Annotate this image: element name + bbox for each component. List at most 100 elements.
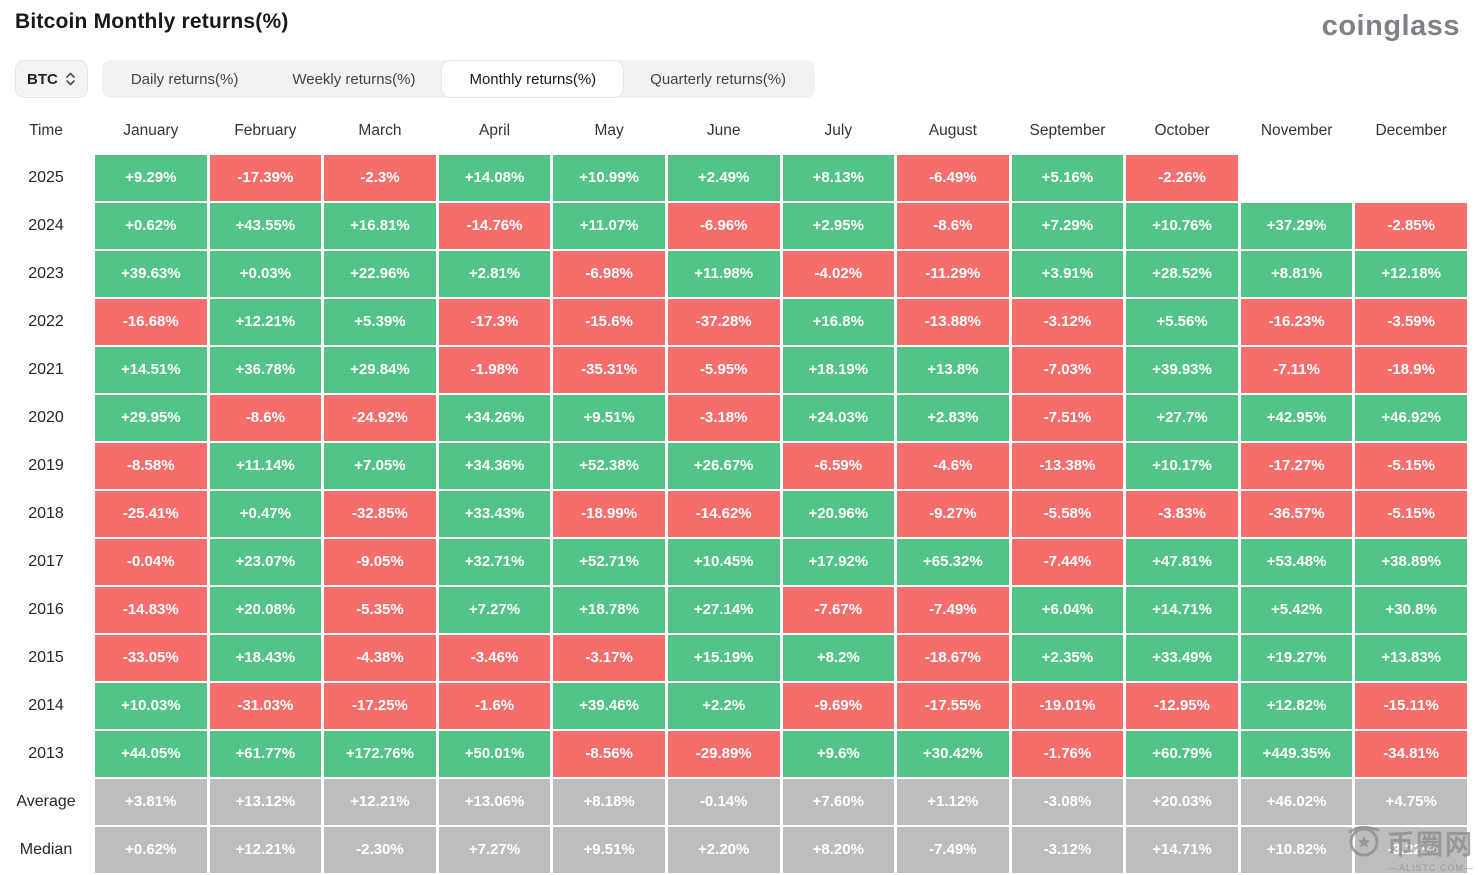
return-cell: -18.9% bbox=[1355, 347, 1467, 393]
row-label: 2015 bbox=[28, 649, 64, 666]
return-cell: +44.05% bbox=[95, 731, 207, 777]
return-cell: -1.76% bbox=[1011, 731, 1124, 777]
return-cell: -8.6% bbox=[897, 203, 1009, 249]
return-cell: +52.71% bbox=[553, 539, 665, 585]
return-cell: +3.91% bbox=[1011, 251, 1124, 297]
tab-daily-returns[interactable]: Daily returns(%) bbox=[130, 70, 239, 88]
row-label: 2016 bbox=[28, 601, 64, 618]
return-cell: +34.36% bbox=[438, 443, 551, 489]
return-cell: +52.38% bbox=[553, 443, 665, 489]
symbol-selector-value: BTC bbox=[27, 70, 58, 88]
return-cell: -1.6% bbox=[438, 683, 551, 729]
return-cell: +11.98% bbox=[667, 251, 780, 297]
return-cell: +13.06% bbox=[438, 779, 551, 825]
return-cell: +10.76% bbox=[1126, 203, 1238, 249]
return-cell: +0.62% bbox=[95, 203, 207, 249]
return-cell: +39.93% bbox=[1126, 347, 1238, 393]
return-cell: -24.92% bbox=[324, 395, 436, 441]
return-cell: +10.17% bbox=[1126, 443, 1238, 489]
return-cell: +14.71% bbox=[1126, 587, 1238, 633]
return-cell: +7.27% bbox=[438, 587, 551, 633]
return-cell: -6.49% bbox=[897, 155, 1009, 201]
return-cell bbox=[1355, 155, 1467, 201]
return-cell: +29.84% bbox=[324, 347, 436, 393]
return-cell: +13.83% bbox=[1355, 635, 1467, 681]
return-cell: -2.85% bbox=[1355, 203, 1467, 249]
coinglass-logo: coinglass bbox=[1321, 10, 1460, 42]
return-cell: +27.14% bbox=[667, 587, 780, 633]
month-column-header: December bbox=[1375, 122, 1447, 139]
return-cell: +17.92% bbox=[782, 539, 895, 585]
return-cell: +2.81% bbox=[438, 251, 551, 297]
tab-quarterly-returns[interactable]: Quarterly returns(%) bbox=[650, 70, 787, 88]
return-cell: +8.2% bbox=[782, 635, 895, 681]
return-cell: +28.52% bbox=[1126, 251, 1238, 297]
return-cell: -18.99% bbox=[553, 491, 665, 537]
return-cell: -8.6% bbox=[209, 395, 322, 441]
return-cell: -14.76% bbox=[438, 203, 551, 249]
return-cell: -6.59% bbox=[782, 443, 895, 489]
row-label: 2021 bbox=[28, 361, 64, 378]
return-cell: -17.25% bbox=[324, 683, 436, 729]
return-cell: -3.59% bbox=[1355, 299, 1467, 345]
return-cell: +8.81% bbox=[1240, 251, 1353, 297]
row-label: 2020 bbox=[28, 409, 64, 426]
return-cell: -13.38% bbox=[1011, 443, 1124, 489]
return-cell: +13.8% bbox=[897, 347, 1009, 393]
return-cell: +30.8% bbox=[1355, 587, 1467, 633]
return-cell: -32.85% bbox=[324, 491, 436, 537]
return-cell: +0.47% bbox=[209, 491, 322, 537]
return-cell: -7.67% bbox=[782, 587, 895, 633]
return-cell: +6.04% bbox=[1011, 587, 1124, 633]
return-cell: +2.95% bbox=[782, 203, 895, 249]
return-cell: -19.01% bbox=[1011, 683, 1124, 729]
month-column-header: June bbox=[706, 122, 741, 139]
table-row-2016: 2016 -14.83% +20.08% -5.35% +7.27% +18.78% +27… bbox=[0, 587, 1467, 633]
return-cell: +16.8% bbox=[782, 299, 895, 345]
return-cell: +23.07% bbox=[209, 539, 322, 585]
return-cell: -12.95% bbox=[1126, 683, 1238, 729]
return-cell: -16.68% bbox=[95, 299, 207, 345]
table-row-2023: 2023 +39.63% +0.03% +22.96% +2.81% -6.98% +11.… bbox=[0, 251, 1467, 297]
return-cell: +2.20% bbox=[667, 827, 780, 873]
return-cell: +449.35% bbox=[1240, 731, 1353, 777]
return-cell: -4.02% bbox=[782, 251, 895, 297]
return-cell: -3.17% bbox=[553, 635, 665, 681]
return-cell: +7.05% bbox=[324, 443, 436, 489]
return-cell: +11.07% bbox=[553, 203, 665, 249]
return-cell: -4.38% bbox=[324, 635, 436, 681]
return-cell: +9.29% bbox=[95, 155, 207, 201]
return-cell: +10.03% bbox=[95, 683, 207, 729]
return-cell: +53.48% bbox=[1240, 539, 1353, 585]
return-cell: +30.42% bbox=[897, 731, 1009, 777]
tab-weekly-returns[interactable]: Weekly returns(%) bbox=[292, 70, 416, 88]
return-cell: +50.01% bbox=[438, 731, 551, 777]
return-cell: -37.28% bbox=[667, 299, 780, 345]
return-cell: -2.26% bbox=[1126, 155, 1238, 201]
return-cell: -17.55% bbox=[897, 683, 1009, 729]
return-cell: +2.35% bbox=[1011, 635, 1124, 681]
tab-monthly-returns[interactable]: Monthly returns(%) bbox=[442, 61, 624, 97]
return-cell: +60.79% bbox=[1126, 731, 1238, 777]
return-cell: +1.12% bbox=[897, 779, 1009, 825]
return-cell: -5.35% bbox=[324, 587, 436, 633]
sort-arrows-icon bbox=[65, 71, 76, 87]
return-cell: +12.21% bbox=[324, 779, 436, 825]
return-cell: +2.49% bbox=[667, 155, 780, 201]
return-cell: -29.89% bbox=[667, 731, 780, 777]
return-cell: +172.76% bbox=[324, 731, 436, 777]
return-cell: +18.19% bbox=[782, 347, 895, 393]
return-cell: -11.29% bbox=[897, 251, 1009, 297]
return-cell: -3.83% bbox=[1126, 491, 1238, 537]
symbol-selector[interactable]: BTC bbox=[15, 60, 88, 98]
return-cell: -17.39% bbox=[209, 155, 322, 201]
month-column-header: February bbox=[234, 122, 297, 139]
return-cell: +0.62% bbox=[95, 827, 207, 873]
return-cell: +22.96% bbox=[324, 251, 436, 297]
return-cell: +9.51% bbox=[553, 827, 665, 873]
return-cell: -7.11% bbox=[1240, 347, 1353, 393]
controls-bar: BTC Daily returns(%) Weekly returns(%) M… bbox=[15, 60, 1463, 98]
month-column-header: July bbox=[824, 122, 853, 139]
table-row-2017: 2017 -0.04% +23.07% -9.05% +32.71% +52.71% +10… bbox=[0, 539, 1467, 585]
returns-table: Time January February March April May June July… bbox=[0, 110, 1478, 873]
